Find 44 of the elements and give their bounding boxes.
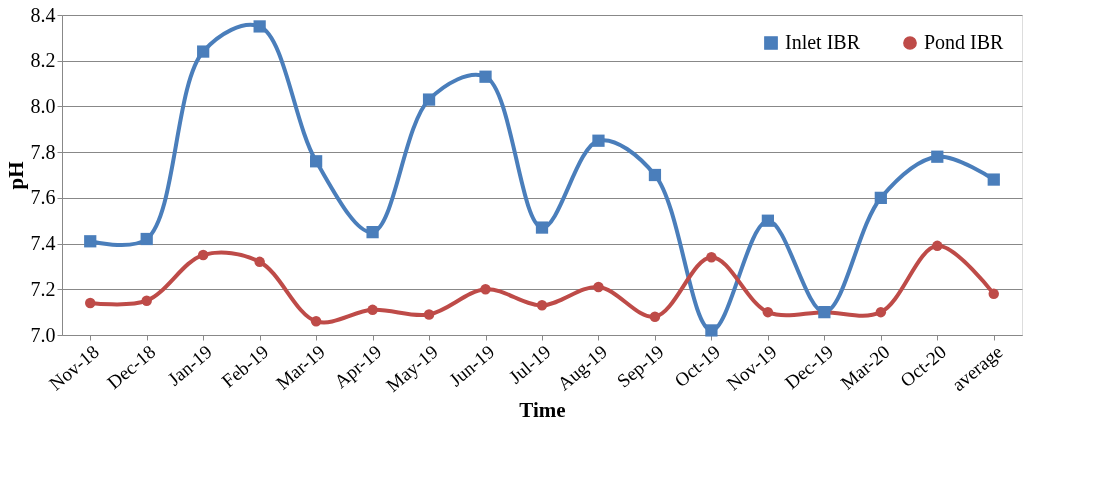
x-axis-title: Time	[519, 397, 566, 422]
legend-label: Inlet IBR	[785, 31, 861, 53]
point	[366, 226, 379, 239]
legend-label: Pond IBR	[924, 31, 1005, 53]
point	[141, 295, 152, 306]
point	[649, 311, 661, 322]
point	[535, 221, 549, 234]
point	[253, 20, 266, 33]
point	[762, 306, 774, 318]
y-tick-label: 7.6	[30, 186, 56, 209]
point	[423, 309, 435, 320]
point	[367, 304, 378, 316]
point	[705, 324, 718, 337]
point	[592, 134, 605, 147]
point	[932, 240, 943, 252]
point	[987, 173, 1000, 186]
point	[309, 155, 323, 168]
point	[648, 168, 662, 182]
point	[84, 235, 97, 248]
point	[761, 214, 775, 227]
point	[310, 316, 322, 327]
y-tick-label: 7.4	[30, 232, 56, 255]
point	[140, 232, 153, 246]
point	[422, 93, 436, 106]
point	[254, 256, 265, 268]
point	[593, 281, 604, 293]
y-tick-label: 7.0	[30, 323, 56, 346]
point	[479, 70, 492, 83]
point	[875, 306, 887, 318]
y-tick-label: 8.0	[30, 94, 56, 117]
y-tick-label: 7.8	[30, 140, 56, 163]
point	[480, 284, 491, 295]
y-axis-title: pH	[3, 161, 28, 190]
point	[536, 300, 548, 311]
point	[988, 288, 1000, 300]
y-tick-label: 7.2	[30, 277, 56, 300]
point	[197, 45, 210, 58]
y-tick-label: 8.2	[30, 49, 56, 72]
point	[84, 297, 96, 309]
point	[197, 249, 209, 261]
y-tick-label: 8.4	[30, 3, 56, 26]
point	[931, 150, 944, 163]
point	[706, 252, 717, 263]
point	[874, 191, 887, 204]
